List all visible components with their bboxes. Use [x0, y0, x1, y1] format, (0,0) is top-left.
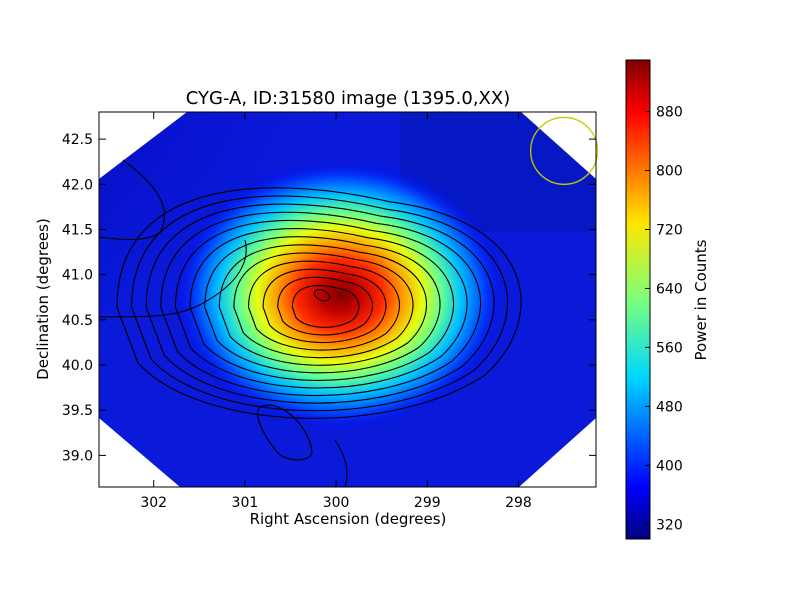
contour-lines: [99, 159, 522, 487]
contour-line: [233, 252, 414, 359]
x-axis: 302 301 300 299 298: [140, 112, 532, 511]
y-tick-label: 40.0: [62, 358, 93, 374]
y-tick-label: 39.5: [62, 403, 93, 419]
contour-line: [145, 203, 495, 404]
colorbar: [626, 60, 650, 539]
y-axis-label: Declination (degrees): [34, 218, 52, 380]
colorbar-tick-label: 480: [656, 399, 683, 415]
y-axis: 39.0 39.5 40.0 40.5 41.0 41.5 42.0 42.5: [62, 132, 596, 464]
contour-line-bottom: [334, 439, 348, 487]
x-tick-label: 300: [323, 495, 350, 511]
contour-line: [247, 260, 400, 351]
x-tick-label: 301: [232, 495, 259, 511]
colorbar-tick-label: 720: [656, 222, 683, 238]
colorbar-tick-label: 320: [656, 517, 683, 533]
x-tick-label: 299: [414, 495, 441, 511]
contour-line-topleft: [99, 159, 166, 240]
contour-line: [262, 268, 387, 343]
colorbar-tick-label: 880: [656, 105, 683, 121]
colorbar-label: Power in Counts: [692, 239, 710, 360]
y-tick-label: 42.5: [62, 132, 93, 148]
contour-line: [277, 276, 373, 336]
contour-line-left: [99, 239, 247, 318]
colorbar-tick-label: 800: [656, 164, 683, 180]
x-axis-label: Right Ascension (degrees): [250, 510, 447, 528]
beam-marker-circle: [529, 116, 599, 185]
y-tick-label: 39.0: [62, 448, 93, 464]
colorbar-tick-label: 640: [656, 281, 683, 297]
y-tick-label: 41.5: [62, 222, 93, 238]
colorbar-axis: 320 400 480 560 640 720 800 880: [645, 105, 683, 533]
contour-line: [116, 187, 522, 419]
x-tick-label: 298: [505, 495, 532, 511]
contour-island: [257, 404, 313, 461]
colorbar-tick-label: 400: [656, 458, 683, 474]
colorbar-frame: [625, 59, 651, 540]
contour-line: [174, 219, 468, 389]
heatmap-image: [99, 112, 596, 487]
contour-line: [160, 211, 482, 397]
y-tick-label: 42.0: [62, 177, 93, 193]
colorbar-tick-label: 560: [656, 340, 683, 356]
contour-line: [291, 285, 360, 328]
plot-frame: [98, 111, 597, 488]
contour-line: [204, 236, 441, 374]
y-tick-label: 41.0: [62, 268, 93, 284]
contour-peak: [313, 289, 331, 302]
contour-line: [218, 244, 428, 366]
chart-title: CYG-A, ID:31580 image (1395.0,XX): [186, 88, 510, 109]
contour-line: [131, 195, 508, 412]
contour-line: [189, 228, 454, 381]
y-tick-label: 40.5: [62, 313, 93, 329]
x-tick-label: 302: [140, 495, 167, 511]
